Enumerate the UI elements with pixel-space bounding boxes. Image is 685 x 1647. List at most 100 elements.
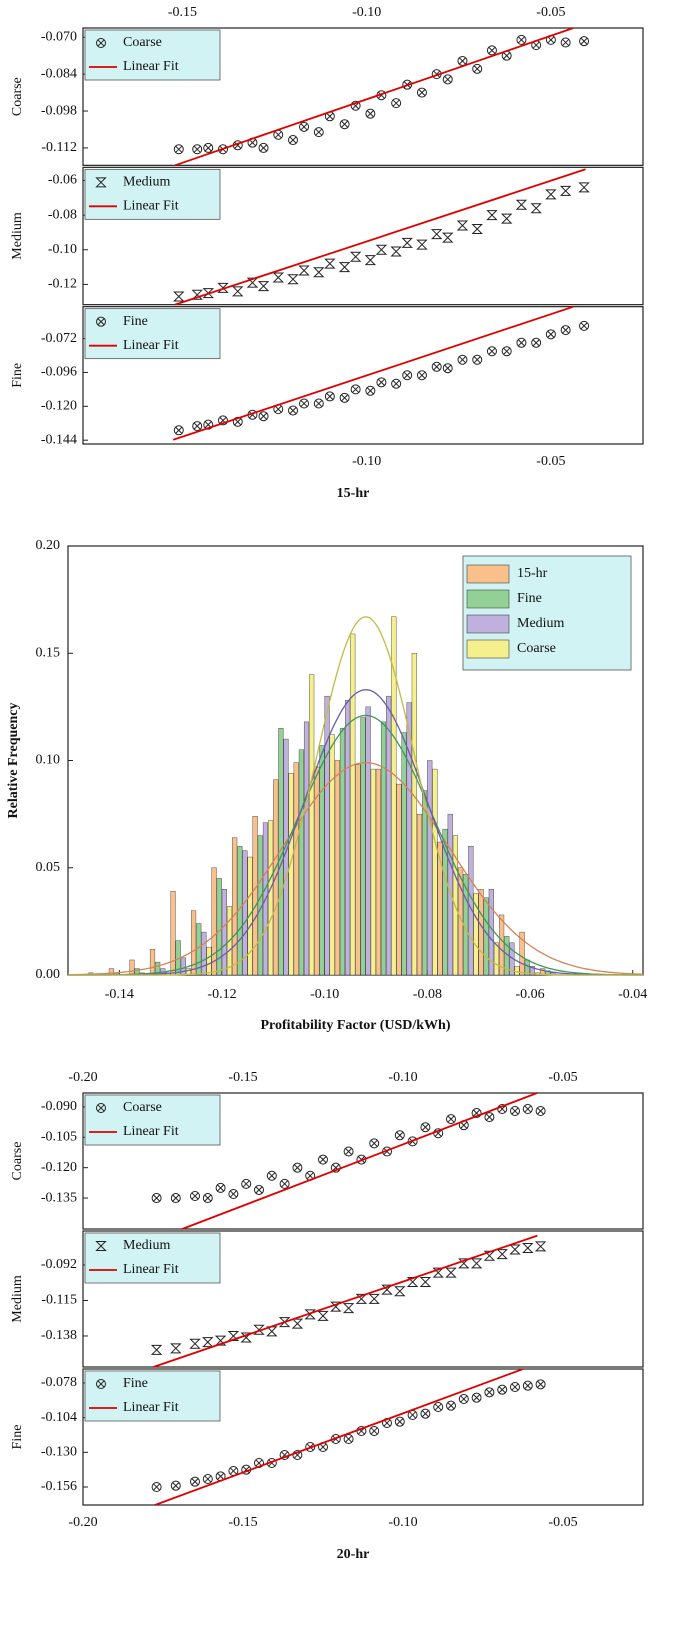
marker-shape (364, 255, 377, 266)
hist-bar (324, 695, 330, 976)
marker-shape (456, 220, 469, 231)
point (431, 361, 442, 372)
point (559, 185, 572, 196)
point (416, 87, 427, 98)
marker-shape (447, 1115, 455, 1123)
marker-shape (516, 34, 527, 45)
y-tick-label: -0.120 (41, 1160, 77, 1175)
x-tick-label: -0.20 (68, 1070, 97, 1085)
hist-bar (350, 633, 356, 976)
point (299, 121, 310, 132)
marker-shape (345, 1435, 353, 1443)
marker-shape (447, 1402, 455, 1410)
marker-shape (516, 337, 527, 348)
point (241, 1178, 252, 1189)
point (442, 232, 454, 243)
marker-shape (421, 1410, 429, 1418)
point (330, 1301, 342, 1312)
marker-shape (403, 371, 411, 379)
y-axis-label: Relative Frequency (6, 703, 21, 819)
x-tick-label: -0.05 (536, 5, 565, 20)
point (522, 1103, 533, 1114)
marker-shape (313, 267, 325, 278)
hist-bar (442, 828, 448, 976)
point (531, 337, 542, 348)
hist-bar (406, 702, 412, 976)
point (299, 398, 310, 409)
point (365, 385, 376, 396)
point (292, 1162, 303, 1173)
fit-line (174, 168, 586, 306)
y-tick-label: -0.144 (41, 432, 77, 447)
point (202, 288, 214, 299)
point (95, 1241, 107, 1251)
y-tick-label: -0.090 (41, 1099, 77, 1114)
marker-shape (192, 421, 203, 432)
y-tick-label: 0.20 (36, 538, 61, 553)
marker-shape (472, 63, 483, 74)
hist-bar (201, 931, 207, 976)
hist-bar (309, 674, 315, 976)
point (445, 1267, 457, 1278)
y-tick-label: -0.084 (41, 66, 77, 81)
y-tick-label: 0.00 (36, 967, 61, 982)
x-tick-label: -0.15 (228, 1070, 257, 1085)
marker-shape (175, 426, 183, 434)
hist-bar (211, 867, 217, 976)
point (484, 1112, 495, 1123)
marker-shape (191, 1192, 199, 1200)
marker-shape (203, 419, 214, 430)
marker-shape (580, 37, 588, 45)
marker-shape (473, 65, 481, 73)
marker-shape (259, 412, 268, 420)
point (391, 98, 402, 109)
legend-box (84, 1232, 221, 1284)
marker-shape (229, 1467, 237, 1475)
marker-shape (330, 1301, 342, 1312)
marker-shape (559, 185, 572, 196)
marker-shape (458, 356, 467, 364)
legend-label: Medium (517, 616, 565, 631)
marker-shape (503, 347, 511, 355)
marker-shape (509, 1244, 521, 1255)
point (376, 377, 387, 388)
fit-curve (68, 689, 643, 976)
marker-shape (547, 330, 555, 338)
marker-shape (291, 1318, 304, 1329)
marker-shape (418, 89, 426, 97)
marker-shape (193, 145, 201, 153)
point (375, 244, 388, 255)
marker-shape (416, 370, 427, 381)
marker-shape (537, 1380, 545, 1388)
y-tick-label: -0.130 (41, 1445, 77, 1460)
legend-label: Fine (517, 591, 542, 606)
hist-bar (375, 768, 381, 976)
y-tick-label: -0.156 (41, 1479, 77, 1494)
fit-line (181, 1092, 538, 1230)
marker-shape (401, 237, 413, 248)
marker-shape (306, 1172, 314, 1180)
marker-shape (524, 1382, 532, 1390)
hist-bar (303, 721, 310, 976)
marker-shape (258, 411, 269, 422)
point (96, 38, 106, 48)
point (578, 182, 590, 193)
hist-bar (206, 946, 212, 976)
marker-shape (535, 1106, 546, 1117)
point (381, 1284, 393, 1295)
point (401, 237, 413, 248)
hist-bar (180, 957, 186, 976)
point (486, 346, 497, 357)
legend-swatch (466, 564, 510, 584)
point (350, 384, 361, 395)
marker-shape (173, 144, 184, 155)
legend-box (84, 29, 221, 81)
marker-shape (288, 405, 298, 416)
marker-shape (175, 145, 183, 153)
marker-shape (511, 1107, 519, 1115)
marker-shape (390, 246, 402, 257)
marker-shape (486, 45, 497, 56)
marker-shape (497, 1384, 508, 1395)
point (342, 1303, 355, 1314)
marker-shape (266, 1170, 277, 1181)
